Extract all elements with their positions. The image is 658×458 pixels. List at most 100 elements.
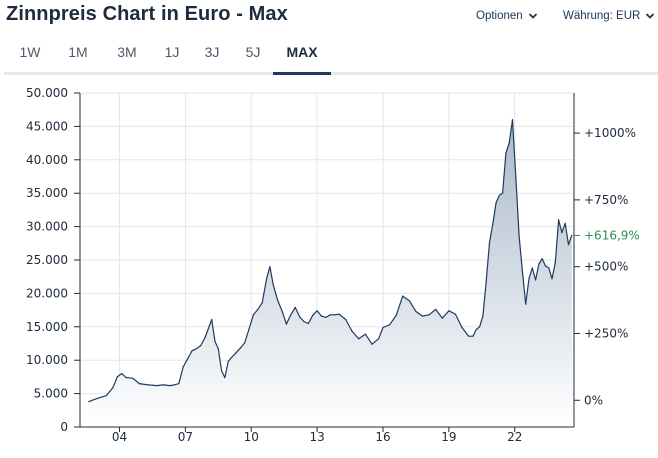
price-point — [441, 317, 443, 319]
price-point — [472, 335, 474, 337]
timeframe-tabs: 1W 1M 3M 1J 3J 5J MAX — [0, 40, 658, 75]
price-point — [303, 320, 305, 323]
price-point — [482, 315, 484, 317]
price-point — [272, 284, 274, 286]
y-tick-label: 25.000 — [26, 253, 68, 267]
price-point — [541, 258, 543, 260]
price-point — [511, 119, 514, 121]
y-tick-label: 15.000 — [26, 320, 68, 334]
price-point — [217, 348, 219, 350]
tin-price-chart[interactable]: 0 5.000 10.000 15.000 20.000 25.000 30.000 35.0… — [0, 80, 658, 458]
price-point — [224, 377, 226, 379]
price-point — [389, 324, 391, 326]
tab-3j[interactable]: 3J — [204, 44, 220, 60]
currency-dropdown[interactable]: Währung: EUR — [563, 10, 655, 22]
price-point — [162, 384, 164, 386]
price-point — [147, 384, 149, 386]
y-tick-label: 20.000 — [26, 286, 68, 300]
y-tick-label: 40.000 — [26, 153, 68, 167]
price-point — [548, 267, 550, 269]
price-point — [261, 302, 263, 304]
price-point — [204, 336, 206, 339]
price-point — [307, 322, 309, 325]
current-percent-label: +616,9% — [584, 228, 640, 242]
price-point — [294, 306, 296, 308]
price-point — [285, 323, 287, 325]
price-point — [132, 377, 134, 379]
price-point — [488, 242, 491, 244]
price-point — [329, 314, 331, 316]
price-point — [454, 313, 456, 315]
chevron-down-icon — [528, 13, 537, 19]
chevron-down-icon — [646, 13, 655, 19]
options-dropdown[interactable]: Optionen — [476, 10, 538, 22]
price-point — [364, 333, 366, 335]
price-point — [528, 278, 530, 280]
tab-1j[interactable]: 1J — [164, 44, 180, 60]
price-point — [195, 348, 197, 350]
price-point — [428, 314, 430, 316]
price-point — [551, 278, 553, 280]
page-title: Zinnpreis Chart in Euro - Max — [6, 3, 288, 25]
price-point — [200, 344, 202, 347]
price-point — [257, 308, 259, 310]
y-tick-label: 30.000 — [26, 220, 68, 234]
price-point — [502, 192, 504, 194]
price-point — [211, 318, 213, 321]
price-point — [112, 387, 114, 389]
price-point — [230, 356, 233, 359]
price-point — [538, 263, 540, 265]
x-tick-label: 19 — [441, 430, 456, 444]
tab-1w[interactable]: 1W — [19, 44, 41, 60]
x-tick-label: 13 — [309, 430, 324, 444]
tab-1m[interactable]: 1M — [68, 44, 88, 60]
tab-max[interactable]: MAX — [273, 44, 331, 75]
price-point — [221, 370, 223, 372]
price-point — [421, 315, 424, 317]
price-point — [156, 385, 158, 387]
price-point — [371, 343, 373, 345]
currency-label: Währung: EUR — [563, 10, 641, 22]
price-point — [214, 340, 216, 343]
price-point — [290, 314, 292, 316]
price-point — [525, 303, 527, 305]
price-point — [505, 152, 507, 154]
price-point — [182, 366, 184, 368]
price-point — [299, 316, 301, 318]
price-point — [518, 235, 520, 237]
price-point — [571, 234, 573, 236]
price-point — [415, 310, 417, 312]
price-point — [208, 324, 211, 327]
price-point — [515, 175, 517, 178]
price-point — [475, 328, 477, 331]
x-tick-label: 10 — [244, 430, 259, 444]
price-point — [252, 314, 254, 316]
price-point — [402, 295, 404, 297]
price-point — [485, 280, 487, 282]
price-point — [334, 314, 336, 316]
price-point — [479, 326, 481, 328]
price-point — [408, 300, 410, 302]
price-point — [561, 232, 563, 234]
options-label: Optionen — [476, 10, 523, 22]
tab-5j[interactable]: 5J — [245, 44, 261, 60]
price-point — [351, 330, 353, 333]
tab-3m[interactable]: 3M — [117, 44, 137, 60]
price-point — [281, 310, 283, 312]
price-point — [535, 279, 537, 281]
price-point — [567, 244, 570, 246]
price-point — [248, 328, 250, 330]
price-point — [338, 313, 340, 315]
price-point — [191, 350, 193, 352]
price-point — [544, 265, 547, 267]
price-area — [88, 119, 572, 427]
y-tick-label: 35.000 — [26, 186, 68, 200]
tabs-underline — [4, 72, 658, 75]
price-point — [492, 223, 494, 225]
right-tick-label: +500% — [584, 260, 628, 274]
price-point — [564, 222, 566, 224]
price-point — [121, 373, 123, 375]
x-tick-label: 16 — [375, 430, 390, 444]
price-point — [235, 352, 237, 354]
x-tick-label: 07 — [178, 430, 193, 444]
